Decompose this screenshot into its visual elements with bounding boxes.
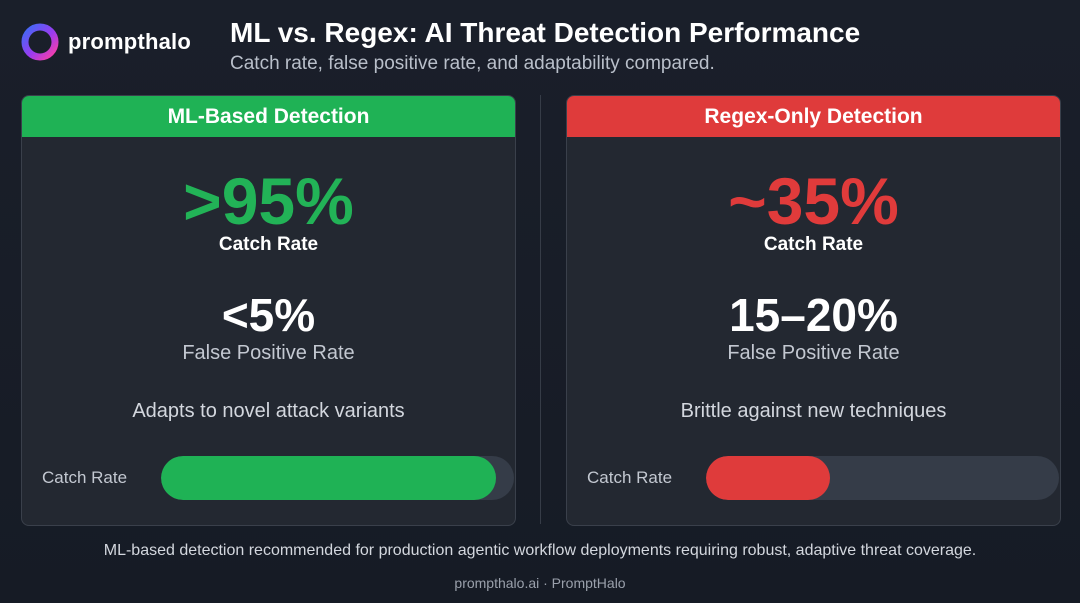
ml-bar-track [161,456,514,500]
footer-recommendation: ML-based detection recommended for produ… [103,542,977,559]
panel-divider [540,95,541,524]
page-title: ML vs. Regex: AI Threat Detection Perfor… [230,17,861,48]
regex-panel: Regex-Only Detection ~35% Catch Rate 15–… [566,95,1061,526]
regex-catch-rate-bar [706,456,830,500]
ml-bar-label: Catch Rate [42,468,128,487]
ml-panel: ML-Based Detection >95% Catch Rate <5% F… [21,95,516,526]
regex-bar-track [706,456,1059,500]
ml-adaptability-note: Adapts to novel attack variants [132,400,405,422]
regex-adaptability-note: Brittle against new techniques [680,400,947,422]
regex-bar-label: Catch Rate [587,468,673,487]
ml-catch-rate-value: >95% [183,164,354,238]
ml-panel-header: ML-Based Detection [22,96,515,137]
ml-false-positive-value: <5% [221,289,316,341]
regex-false-positive-value: 15–20% [729,289,898,341]
ml-false-positive-label: False Positive Rate [182,342,355,364]
regex-false-positive-label: False Positive Rate [727,342,900,364]
page-header: ML vs. Regex: AI Threat Detection Perfor… [230,16,860,76]
regex-panel-header: Regex-Only Detection [567,96,1060,137]
page-subtitle: Catch rate, false positive rate, and ada… [230,53,715,74]
footer-brand: prompthalo.ai · PromptHalo [454,575,626,591]
regex-catch-rate-label: Catch Rate [763,234,864,255]
ml-catch-rate-bar [161,456,496,500]
regex-catch-rate-bar-row: Catch Rate [587,456,1059,500]
brand: prompthalo [20,22,191,62]
regex-catch-rate-value: ~35% [728,164,899,238]
brand-name: prompthalo [68,29,191,54]
halo-ring-icon [21,23,59,61]
ml-catch-rate-bar-row: Catch Rate [42,456,514,500]
ml-catch-rate-label: Catch Rate [218,234,319,255]
